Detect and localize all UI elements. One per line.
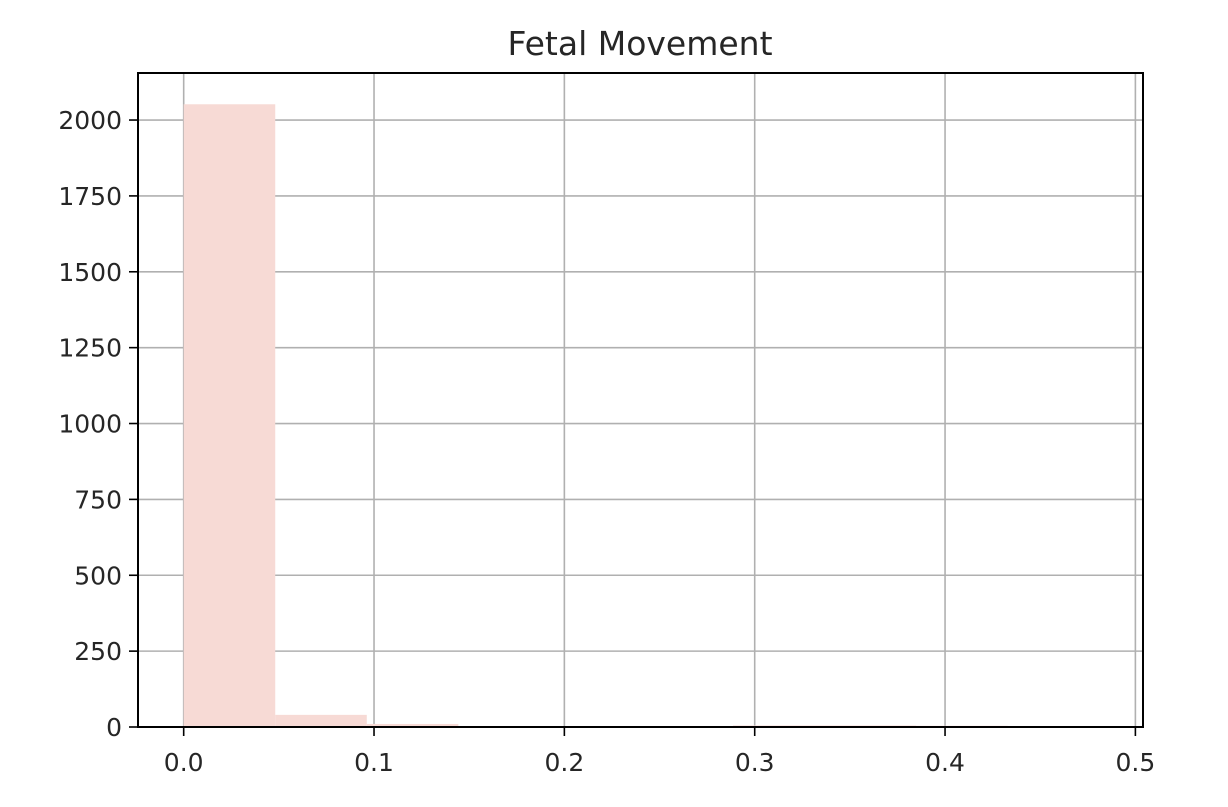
y-tick-label: 1250 (58, 334, 122, 363)
x-tick-label: 0.1 (354, 748, 394, 777)
x-tick-label: 0.3 (735, 748, 775, 777)
x-tick-label: 0.4 (925, 748, 965, 777)
plot-frame (137, 72, 1144, 728)
y-tick-label: 1750 (58, 182, 122, 211)
y-tick-label: 250 (74, 637, 122, 666)
histogram-bar (366, 723, 459, 727)
y-tick-label: 1500 (58, 258, 122, 287)
y-tick-label: 750 (74, 485, 122, 514)
x-tick-label: 0.5 (1116, 748, 1156, 777)
histogram-bars (183, 104, 1100, 727)
y-tick-label: 2000 (58, 106, 122, 135)
chart-title: Fetal Movement (507, 24, 772, 63)
x-tick-label: 0.2 (544, 748, 584, 777)
y-tick-label: 1000 (58, 410, 122, 439)
gridlines (138, 73, 1143, 728)
x-tick-label: 0.0 (164, 748, 204, 777)
histogram-bar (183, 104, 276, 727)
histogram-bar (275, 714, 367, 727)
y-tick-label: 500 (74, 561, 122, 590)
x-axis: 0.0 0.1 0.2 0.3 0.4 0.5 (164, 727, 1155, 777)
y-tick-label: 0 (106, 713, 122, 742)
y-axis: 0 250 500 750 1000 1250 1500 1750 2000 (58, 106, 138, 742)
